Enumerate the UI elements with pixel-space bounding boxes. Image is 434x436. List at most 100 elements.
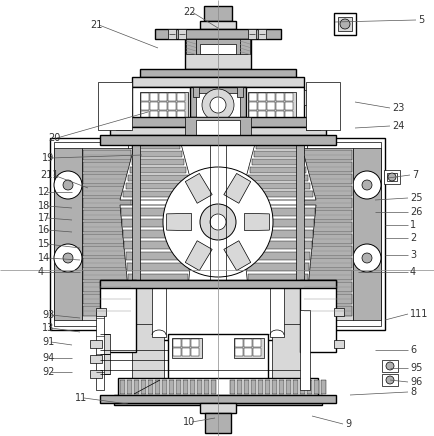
Bar bbox=[134, 380, 139, 394]
Circle shape bbox=[210, 97, 226, 113]
Text: 11: 11 bbox=[75, 393, 87, 403]
Text: 94: 94 bbox=[42, 353, 54, 363]
Bar bbox=[243, 191, 312, 197]
Polygon shape bbox=[240, 205, 315, 320]
Text: 21: 21 bbox=[90, 20, 102, 30]
Text: 2: 2 bbox=[409, 233, 415, 243]
Bar bbox=[110, 127, 325, 135]
Polygon shape bbox=[185, 241, 212, 271]
Bar bbox=[127, 175, 188, 181]
Bar bbox=[299, 310, 309, 390]
Circle shape bbox=[210, 214, 226, 230]
Bar bbox=[275, 102, 283, 110]
Bar bbox=[123, 191, 192, 197]
Text: 93: 93 bbox=[42, 310, 54, 320]
Bar bbox=[303, 150, 351, 160]
Bar bbox=[140, 69, 295, 77]
Text: 9: 9 bbox=[344, 419, 350, 429]
Bar bbox=[83, 186, 131, 196]
Circle shape bbox=[361, 180, 371, 190]
Bar bbox=[256, 143, 299, 149]
Text: 91: 91 bbox=[42, 337, 54, 347]
Bar bbox=[293, 380, 297, 394]
Bar bbox=[148, 380, 153, 394]
Bar bbox=[83, 294, 131, 304]
Bar bbox=[169, 380, 174, 394]
Bar bbox=[303, 222, 351, 232]
Bar bbox=[196, 120, 240, 138]
Bar bbox=[303, 294, 351, 304]
Bar bbox=[249, 167, 306, 173]
Text: 10: 10 bbox=[183, 417, 195, 427]
Bar bbox=[243, 230, 312, 238]
Circle shape bbox=[352, 171, 380, 199]
Bar bbox=[337, 17, 351, 31]
Text: 1: 1 bbox=[409, 220, 415, 230]
Bar bbox=[196, 39, 240, 54]
Text: 15: 15 bbox=[38, 239, 50, 249]
Bar bbox=[333, 308, 343, 316]
Bar bbox=[250, 380, 256, 394]
Bar bbox=[181, 348, 190, 356]
Bar bbox=[275, 280, 299, 324]
Bar bbox=[381, 360, 397, 372]
Text: 95: 95 bbox=[409, 363, 421, 373]
Bar bbox=[114, 395, 321, 405]
Bar bbox=[200, 21, 236, 29]
Bar bbox=[303, 174, 351, 184]
Bar bbox=[264, 380, 270, 394]
Bar bbox=[190, 380, 194, 394]
Bar bbox=[155, 29, 280, 39]
Bar bbox=[383, 170, 399, 184]
Bar bbox=[177, 120, 184, 128]
Polygon shape bbox=[166, 213, 191, 231]
Polygon shape bbox=[240, 140, 315, 200]
Text: 96: 96 bbox=[409, 377, 421, 387]
Bar bbox=[240, 208, 314, 216]
Bar bbox=[168, 334, 267, 384]
Circle shape bbox=[163, 167, 273, 277]
Polygon shape bbox=[224, 241, 250, 271]
Text: 4: 4 bbox=[38, 267, 44, 277]
Bar bbox=[196, 93, 240, 117]
Bar bbox=[248, 129, 256, 137]
Bar bbox=[132, 87, 303, 195]
Bar bbox=[305, 82, 339, 130]
Bar bbox=[54, 148, 82, 320]
Bar bbox=[247, 92, 295, 140]
Bar bbox=[381, 374, 397, 386]
Bar bbox=[171, 338, 201, 358]
Bar bbox=[132, 159, 184, 165]
Text: 111: 111 bbox=[409, 309, 427, 319]
Circle shape bbox=[201, 89, 233, 121]
Bar bbox=[90, 355, 102, 363]
Text: 16: 16 bbox=[38, 225, 50, 235]
Bar bbox=[178, 29, 186, 39]
Bar bbox=[245, 252, 309, 260]
Circle shape bbox=[385, 362, 393, 370]
Text: 22: 22 bbox=[183, 7, 195, 17]
Bar bbox=[177, 102, 184, 110]
Bar bbox=[83, 282, 131, 292]
Bar bbox=[159, 93, 167, 101]
Bar bbox=[284, 120, 293, 128]
Bar bbox=[100, 280, 335, 288]
Bar bbox=[90, 370, 102, 378]
Bar bbox=[122, 219, 194, 227]
Bar bbox=[132, 280, 303, 340]
Bar bbox=[305, 120, 319, 130]
Bar bbox=[210, 380, 216, 394]
Bar bbox=[121, 208, 194, 216]
Bar bbox=[136, 143, 179, 149]
Bar bbox=[237, 380, 241, 394]
Bar bbox=[83, 246, 131, 256]
Bar bbox=[234, 348, 243, 356]
Bar bbox=[132, 320, 164, 385]
Bar bbox=[83, 306, 131, 316]
Bar bbox=[257, 93, 265, 101]
Bar bbox=[141, 120, 149, 128]
Bar bbox=[173, 348, 181, 356]
Bar bbox=[141, 93, 149, 101]
Bar bbox=[299, 380, 304, 394]
Bar bbox=[168, 102, 176, 110]
